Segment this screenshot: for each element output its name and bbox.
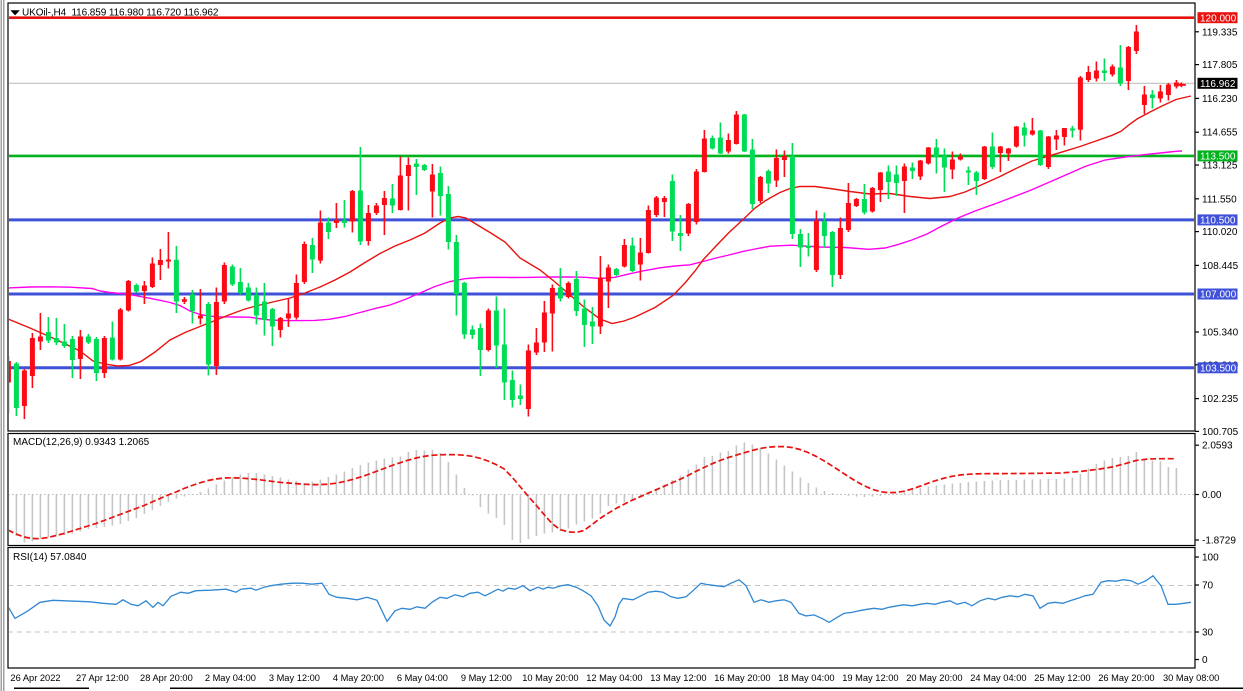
svg-text:20 May 20:00: 20 May 20:00 (906, 673, 962, 683)
svg-text:RSI(14) 57.0840: RSI(14) 57.0840 (13, 552, 87, 563)
svg-text:3 May 12:00: 3 May 12:00 (269, 673, 320, 683)
svg-text:13 May 12:00: 13 May 12:00 (650, 673, 706, 683)
svg-text:26 Apr 2022: 26 Apr 2022 (10, 673, 60, 683)
svg-text:107.000: 107.000 (1200, 290, 1237, 301)
svg-text:116.962: 116.962 (1200, 79, 1236, 90)
svg-text:12 May 04:00: 12 May 04:00 (586, 673, 642, 683)
svg-text:120.000: 120.000 (1200, 13, 1237, 24)
svg-text:100.705: 100.705 (1202, 427, 1239, 438)
svg-text:30 May 08:00: 30 May 08:00 (1163, 673, 1219, 683)
svg-text:4 May 20:00: 4 May 20:00 (333, 673, 384, 683)
svg-text:16 May 20:00: 16 May 20:00 (714, 673, 770, 683)
svg-text:0: 0 (1202, 655, 1208, 666)
svg-text:0.00: 0.00 (1202, 490, 1222, 501)
svg-text:24 May 04:00: 24 May 04:00 (970, 673, 1026, 683)
svg-text:105.340: 105.340 (1202, 328, 1239, 339)
svg-text:113.125: 113.125 (1202, 161, 1238, 172)
svg-text:18 May 04:00: 18 May 04:00 (778, 673, 834, 683)
svg-text:100: 100 (1202, 553, 1219, 564)
svg-text:117.805: 117.805 (1202, 60, 1238, 71)
svg-text:25 May 12:00: 25 May 12:00 (1034, 673, 1090, 683)
svg-text:119.335: 119.335 (1202, 27, 1238, 38)
svg-text:113.500: 113.500 (1200, 152, 1236, 163)
svg-text:10 May 20:00: 10 May 20:00 (522, 673, 578, 683)
svg-text:9 May 12:00: 9 May 12:00 (461, 673, 512, 683)
svg-text:103.500: 103.500 (1200, 363, 1237, 374)
svg-text:19 May 12:00: 19 May 12:00 (842, 673, 898, 683)
svg-text:28 Apr 20:00: 28 Apr 20:00 (140, 673, 193, 683)
svg-text:30: 30 (1202, 628, 1214, 639)
svg-text:-1.8729: -1.8729 (1202, 536, 1236, 547)
svg-text:MACD(12,26,9) 0.9343 1.2065: MACD(12,26,9) 0.9343 1.2065 (13, 437, 150, 448)
svg-text:70: 70 (1202, 581, 1214, 592)
svg-text:2 May 04:00: 2 May 04:00 (205, 673, 256, 683)
svg-text:6 May 04:00: 6 May 04:00 (397, 673, 448, 683)
svg-text:2.0593: 2.0593 (1202, 441, 1233, 452)
svg-text:102.235: 102.235 (1202, 394, 1239, 405)
svg-text:108.445: 108.445 (1202, 261, 1239, 272)
svg-text:111.550: 111.550 (1202, 194, 1237, 205)
svg-text:114.655: 114.655 (1202, 128, 1238, 139)
svg-text:27 Apr 12:00: 27 Apr 12:00 (76, 673, 129, 683)
svg-text:116.230: 116.230 (1202, 94, 1238, 105)
svg-text:26 May 20:00: 26 May 20:00 (1098, 673, 1154, 683)
svg-text:110.500: 110.500 (1200, 216, 1236, 227)
svg-text:110.020: 110.020 (1202, 227, 1238, 238)
svg-text:UKOil-,H4 116.859 116.980 116: UKOil-,H4 116.859 116.980 116.720 116.96… (22, 7, 219, 18)
